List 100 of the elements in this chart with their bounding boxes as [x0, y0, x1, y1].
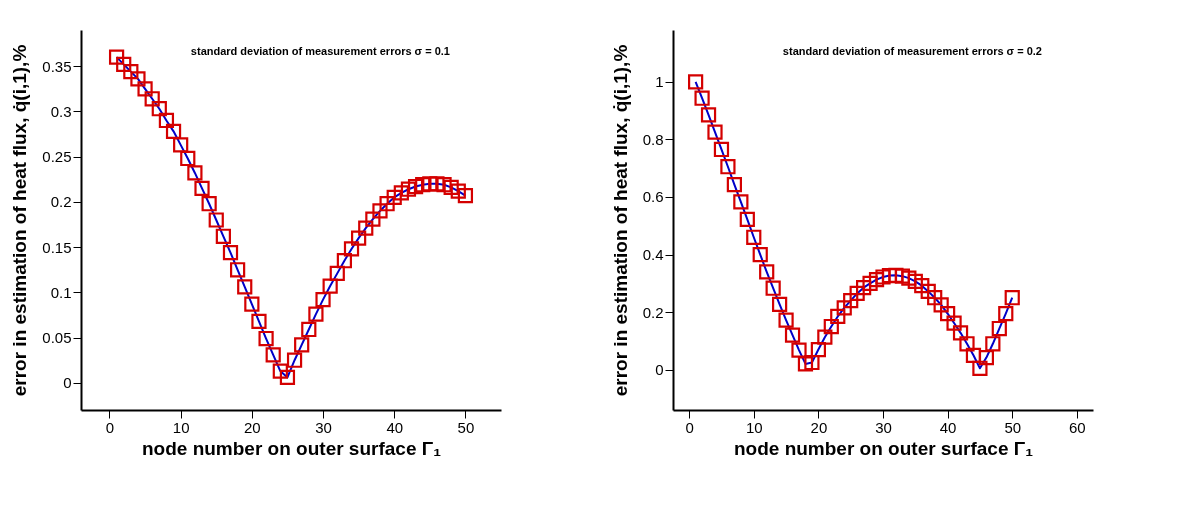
point [265, 347, 281, 363]
point [108, 49, 125, 65]
point [393, 185, 409, 201]
point [365, 211, 381, 227]
point [194, 180, 210, 196]
y-axis-title: error in estimation of heat flux, q̇(i,1),% [609, 44, 631, 397]
annotation: standard deviation of measurement errors σ = 0.2 [782, 45, 1042, 57]
point [279, 369, 296, 386]
point [752, 246, 768, 263]
x-tick-label: 30 [315, 418, 332, 436]
point [991, 320, 1007, 337]
x-tick-label: 30 [875, 418, 892, 436]
y-tick-label: 0.05 [42, 329, 72, 347]
point [400, 181, 417, 197]
point [358, 220, 374, 236]
point [972, 360, 988, 376]
point [386, 189, 402, 205]
point [208, 212, 224, 228]
point [215, 228, 231, 244]
y-tick-label: 0 [655, 361, 664, 379]
point [920, 283, 936, 300]
y-tick-label: 0.1 [50, 283, 72, 301]
y-tick-label: 0.3 [50, 102, 72, 120]
y-tick-label: 0 [63, 374, 72, 392]
x-tick-label: 10 [745, 418, 763, 436]
point [130, 71, 146, 87]
x-tick-label: 40 [939, 418, 957, 436]
point [959, 336, 975, 352]
x-tick-label: 10 [172, 418, 190, 436]
point [286, 352, 303, 368]
point [707, 124, 723, 140]
point [173, 137, 189, 153]
point [946, 315, 962, 331]
y-tick-label: 0.2 [50, 193, 72, 211]
point [407, 178, 424, 195]
point [688, 74, 704, 90]
point [187, 165, 203, 181]
x-axis-title: node number on outer surface Γ₁ [141, 437, 442, 459]
point [165, 123, 182, 139]
point [144, 91, 160, 107]
y-tick-label: 0.4 [642, 246, 664, 264]
point [901, 270, 917, 286]
point [856, 280, 872, 296]
point [739, 211, 755, 228]
point [772, 296, 788, 312]
point [379, 196, 395, 212]
point [797, 356, 814, 372]
point [336, 253, 353, 269]
point [301, 321, 317, 338]
point [116, 56, 132, 72]
point [251, 313, 267, 329]
point [720, 159, 736, 175]
point [329, 265, 345, 281]
point [443, 179, 459, 196]
point [784, 327, 801, 343]
point [180, 150, 196, 167]
point [372, 203, 388, 219]
point [823, 318, 839, 335]
point [933, 297, 949, 313]
x-tick-label: 50 [1004, 418, 1022, 436]
point [343, 241, 360, 257]
y-tick-label: 0.2 [642, 303, 664, 321]
point [436, 177, 452, 193]
point [998, 305, 1014, 322]
x-tick-label: 0 [685, 418, 694, 436]
point [258, 330, 274, 347]
x-tick-label: 20 [810, 418, 828, 436]
point [746, 229, 762, 245]
y-tick-label: 0.35 [42, 57, 72, 75]
point [952, 325, 969, 341]
point [1004, 290, 1020, 306]
point [940, 305, 956, 322]
point [791, 342, 807, 358]
point [836, 300, 852, 316]
point [849, 285, 865, 302]
x-tick-label: 60 [1069, 418, 1086, 436]
point [778, 312, 794, 328]
point [759, 264, 775, 280]
point [123, 63, 139, 80]
point [978, 349, 994, 366]
point [810, 341, 826, 358]
x-tick-label: 0 [105, 418, 115, 436]
point [914, 278, 930, 294]
point [201, 196, 217, 212]
y-tick-label: 0.15 [42, 238, 72, 256]
y-tick-label: 0.25 [42, 148, 72, 166]
annotation: standard deviation of measurement errors σ = 0.1 [190, 45, 450, 57]
point [965, 347, 982, 363]
point [272, 363, 288, 379]
point [868, 271, 885, 288]
point [308, 306, 324, 322]
point [927, 290, 943, 306]
point [843, 292, 859, 309]
point [229, 262, 246, 278]
point [907, 273, 923, 289]
point [151, 101, 167, 117]
x-tick-label: 40 [386, 418, 404, 436]
point [817, 329, 833, 345]
y-tick-label: 0.6 [642, 188, 664, 206]
point [804, 354, 820, 371]
